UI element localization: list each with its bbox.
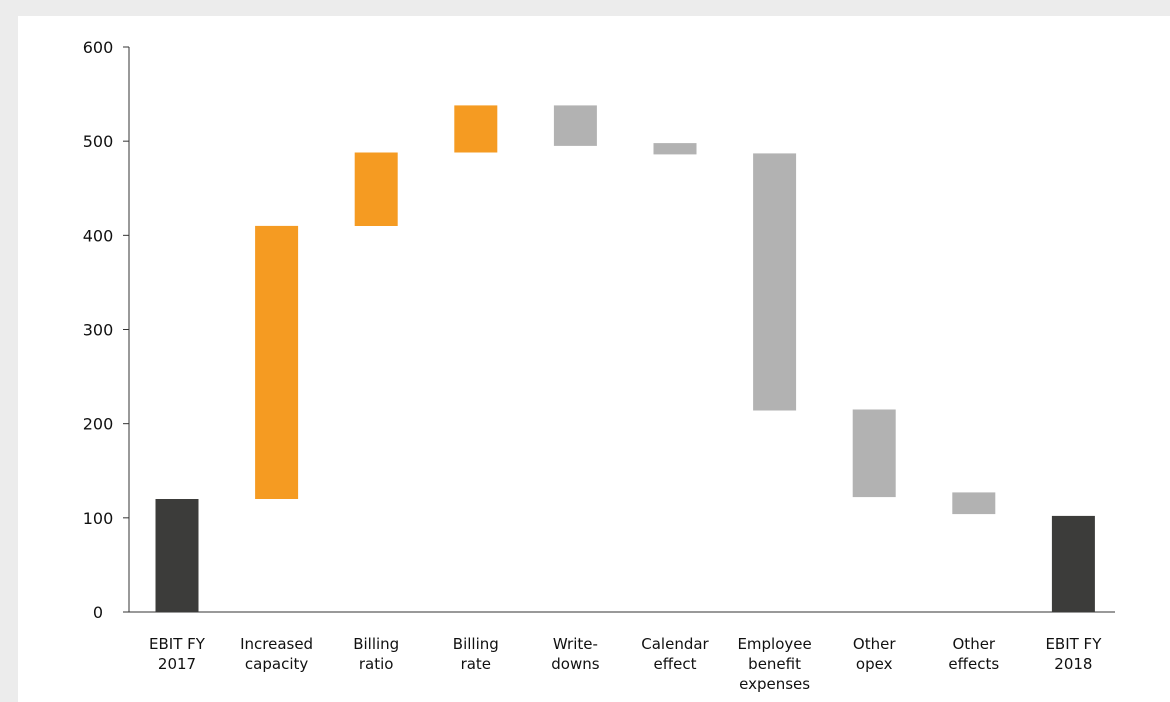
chart-panel: 0 100 200 300 400 500 600 EBIT FY 2017 Increased c… — [18, 16, 1170, 702]
bar-increase — [454, 105, 498, 153]
x-category-label: Billing ratio — [353, 635, 399, 673]
bar-increase — [255, 225, 299, 499]
x-category-label: EBIT FY 2017 — [149, 635, 206, 673]
y-tick-label: 200 — [83, 415, 114, 434]
x-category-label: EBIT FY 2018 — [1045, 635, 1102, 673]
bar-decrease — [553, 105, 597, 146]
x-category-label: Calendar effect — [641, 635, 709, 673]
x-category-label: Billing rate — [453, 635, 499, 673]
bar-decrease — [753, 153, 797, 411]
y-tick-label: 500 — [83, 132, 114, 151]
bar-decrease — [852, 409, 896, 498]
bar-decrease — [653, 143, 697, 155]
bar-total — [155, 499, 199, 612]
y-tick-label: 0 — [93, 603, 103, 622]
y-tick-label: 600 — [83, 38, 114, 57]
x-category-label: Increased capacity — [240, 635, 313, 673]
y-tick-label: 300 — [83, 321, 114, 340]
bar-decrease — [952, 492, 996, 515]
waterfall-chart: 0 100 200 300 400 500 600 EBIT FY 2017 Increased c… — [83, 38, 1115, 693]
y-tick-label: 400 — [83, 226, 114, 245]
x-category-label: Employee benefit expenses — [737, 635, 811, 693]
bar-total — [1051, 515, 1095, 612]
y-tick-label: 100 — [83, 509, 114, 528]
x-category-label: Other effects — [948, 635, 999, 673]
x-category-label: Other opex — [853, 635, 896, 673]
x-category-label: Write-downs — [551, 635, 599, 673]
bar-increase — [354, 152, 398, 226]
